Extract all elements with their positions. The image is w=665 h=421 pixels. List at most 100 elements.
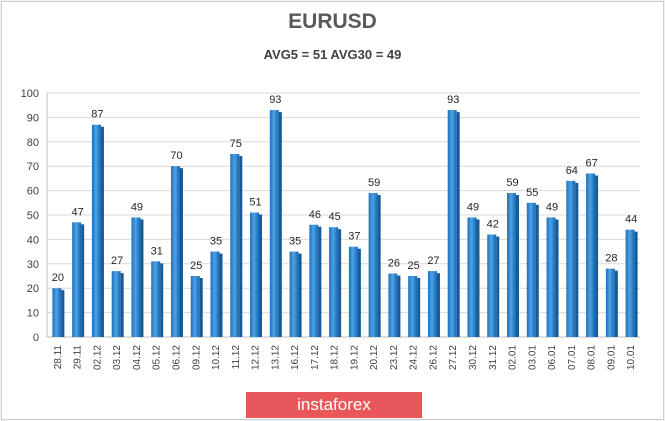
bar-side [614,270,618,337]
data-label: 67 [585,158,597,170]
x-tick-label: 09.01 [606,345,617,370]
y-tick-label: 100 [21,88,39,100]
bar-side [634,231,638,337]
bar [131,217,141,337]
data-label: 44 [625,214,637,226]
bar [625,229,635,337]
bar-side [61,290,65,337]
data-label: 27 [427,255,439,267]
bar-side [595,175,599,337]
bar [72,222,82,337]
bar-side [318,226,322,337]
x-tick-label: 02.12 [92,345,103,370]
x-tick-label: 27.12 [448,345,459,370]
x-tick-label: 18.12 [330,345,341,370]
x-tick-label: 31.12 [488,345,499,370]
bar [605,268,615,337]
x-tick-label: 24.12 [409,345,420,370]
data-label: 51 [249,197,261,209]
bar-side [298,253,302,337]
x-tick-label: 03.01 [527,345,538,370]
x-tick-label: 30.12 [468,345,479,370]
bar [447,110,457,337]
bar-side [100,126,104,337]
bar [289,251,299,337]
x-tick-label: 17.12 [310,345,321,370]
bar-side [436,273,440,337]
x-tick-label: 29.11 [73,345,84,370]
bar [230,154,240,337]
data-label: 46 [309,209,321,221]
bar [427,271,437,337]
y-tick-label: 10 [27,308,39,320]
x-tick-label: 09.12 [191,345,202,370]
data-label: 35 [210,236,222,248]
data-label: 93 [269,94,281,106]
bar [269,110,279,337]
x-tick-label: 11.12 [231,345,242,370]
data-label: 49 [131,201,143,213]
bar-side [535,204,539,337]
x-tick-label: 10.12 [211,345,222,370]
data-label: 64 [566,165,578,177]
data-label: 25 [408,260,420,272]
y-tick-label: 20 [27,283,39,295]
data-label: 47 [72,206,84,218]
data-label: 49 [546,201,558,213]
data-label: 25 [190,260,202,272]
data-label: 31 [151,245,163,257]
bar-side [476,219,480,337]
chart-subtitle: AVG5 = 51 AVG30 = 49 [263,47,402,62]
bar-side [575,182,579,337]
data-label: 49 [467,201,479,213]
data-label: 45 [328,211,340,223]
data-label: 55 [526,187,538,199]
bar [250,212,260,337]
data-label: 35 [289,236,301,248]
bar-side [496,236,500,337]
data-label: 27 [111,255,123,267]
bar-side [239,156,243,337]
bar [368,193,378,337]
bar-side [456,112,460,337]
bar [210,251,220,337]
bar [388,273,398,337]
data-label: 28 [605,253,617,265]
data-label: 70 [170,150,182,162]
bar-side [259,214,263,337]
x-tick-label: 20.12 [369,345,380,370]
data-label: 59 [506,177,518,189]
x-tick-label: 05.12 [152,345,163,370]
instaforex-logo: instaforex [246,392,422,418]
bars [52,110,638,337]
bar-side [81,224,85,337]
x-tick-label: 06.12 [171,345,182,370]
x-tick-labels: 28.11 29.11 02.12 03.12 04.12 05.12 06.12 09.12… [53,345,637,370]
x-tick-label: 23.12 [389,345,400,370]
bar-side [120,273,124,337]
bar-side [219,253,223,337]
bar-side [140,219,144,337]
x-tick-label: 28.11 [53,345,64,370]
y-tick-label: 80 [27,137,39,149]
bar [408,276,418,337]
bar-side [377,195,381,337]
bar-side [357,248,361,337]
data-label: 59 [368,177,380,189]
bar [111,271,121,337]
x-tick-label: 16.12 [290,345,301,370]
data-label: 20 [52,272,64,284]
bar-side [278,112,282,337]
bar [52,288,62,337]
x-tick-label: 19.12 [349,345,360,370]
bar-side [199,278,203,337]
axes [46,93,640,338]
bar [309,224,319,337]
bar-side [555,219,559,337]
bar [190,276,200,337]
y-tick-labels: 0 10 20 30 40 50 60 70 80 90 100 [21,88,39,344]
bar [348,246,358,337]
bar-side [179,168,183,337]
